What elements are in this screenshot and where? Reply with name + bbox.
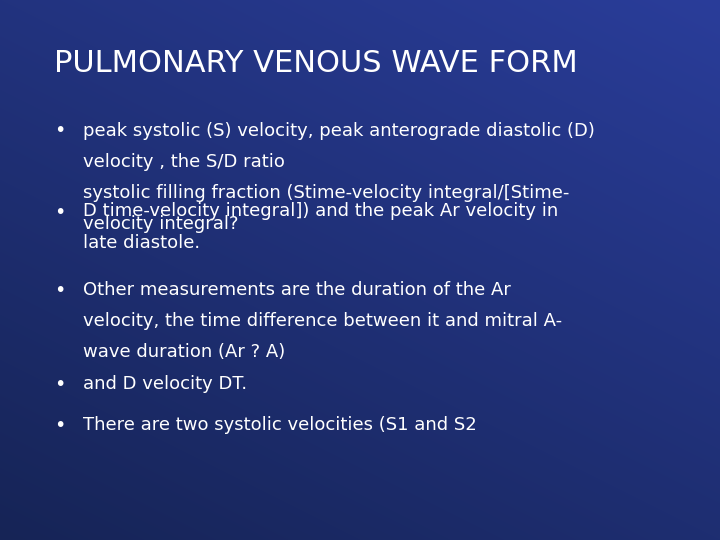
Text: velocity integral?: velocity integral? xyxy=(83,215,238,233)
Text: velocity , the S/D ratio: velocity , the S/D ratio xyxy=(83,153,284,171)
Text: Other measurements are the duration of the Ar: Other measurements are the duration of t… xyxy=(83,281,510,299)
Text: and D velocity DT.: and D velocity DT. xyxy=(83,375,247,393)
Text: •: • xyxy=(54,281,66,300)
Text: There are two systolic velocities (S1 and S2: There are two systolic velocities (S1 an… xyxy=(83,416,477,434)
Text: D time-velocity integral]) and the peak Ar velocity in: D time-velocity integral]) and the peak … xyxy=(83,202,558,220)
Text: wave duration (Ar ? A): wave duration (Ar ? A) xyxy=(83,343,285,361)
Text: •: • xyxy=(54,416,66,435)
Text: systolic filling fraction (Stime-velocity integral/[Stime-: systolic filling fraction (Stime-velocit… xyxy=(83,184,570,202)
Text: velocity, the time difference between it and mitral A-: velocity, the time difference between it… xyxy=(83,312,562,330)
Text: •: • xyxy=(54,122,66,140)
Text: peak systolic (S) velocity, peak anterograde diastolic (D): peak systolic (S) velocity, peak anterog… xyxy=(83,122,595,139)
Text: PULMONARY VENOUS WAVE FORM: PULMONARY VENOUS WAVE FORM xyxy=(54,49,577,78)
Text: late diastole.: late diastole. xyxy=(83,234,200,252)
Text: •: • xyxy=(54,202,66,221)
Text: •: • xyxy=(54,375,66,394)
